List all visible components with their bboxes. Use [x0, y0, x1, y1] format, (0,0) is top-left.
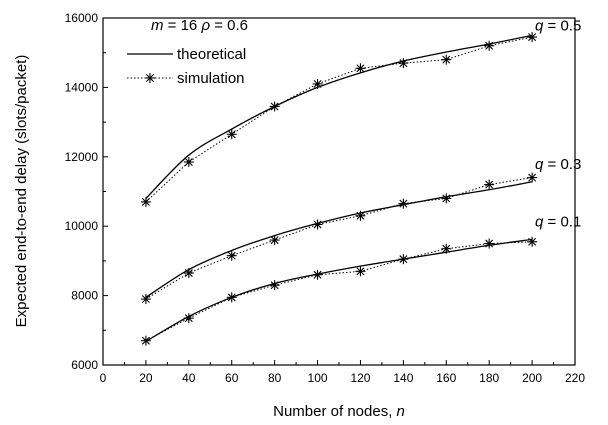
- y-tick-label: 8000: [71, 289, 98, 303]
- simulation-point: [312, 269, 323, 280]
- x-tick-label: 80: [268, 371, 282, 385]
- legend-simulation-star: [145, 73, 155, 83]
- legend-simulation-label: simulation: [177, 70, 245, 87]
- simulation-point: [183, 268, 194, 279]
- legend-theoretical-label: theoretical: [177, 46, 246, 63]
- series-label-var: q: [535, 17, 544, 34]
- x-tick-label: 60: [225, 371, 239, 385]
- simulation-point: [527, 236, 538, 247]
- simulation-point: [226, 250, 237, 261]
- simulation-line-2: [145, 241, 533, 342]
- plot-markers: [140, 32, 538, 346]
- simulation-point: [441, 193, 452, 204]
- x-tick-label: 120: [350, 371, 370, 385]
- legend-simulation-marker: [145, 73, 155, 83]
- simulation-point: [183, 157, 194, 168]
- x-tick-label: 180: [479, 371, 499, 385]
- x-axis-ticks: 0 20 40 60 80 100 120 140 160 180 200 220: [100, 360, 585, 385]
- plot-frame: [102, 17, 576, 366]
- simulation-line-1: [145, 177, 533, 300]
- simulation-point: [398, 58, 409, 69]
- simulation-point: [140, 294, 151, 305]
- simulation-point: [484, 179, 495, 190]
- y-tick-label: 12000: [65, 150, 99, 164]
- simulation-point: [312, 219, 323, 230]
- simulation-point: [441, 54, 452, 65]
- y-tick-label: 16000: [65, 11, 99, 25]
- param-m-var: m: [151, 17, 164, 34]
- x-tick-label: 220: [565, 371, 585, 385]
- theoretical-line-2: [145, 238, 533, 342]
- simulation-point: [183, 313, 194, 324]
- param-rho-value: = 0.6: [210, 17, 248, 34]
- series-label-var: q: [535, 156, 544, 173]
- series-label-1: q = 0.3: [535, 156, 581, 173]
- simulation-point: [269, 235, 280, 246]
- simulation-point: [527, 32, 538, 43]
- param-m-value: = 16: [164, 17, 202, 34]
- y-axis-ticks: 6000 8000 10000 12000 14000 16000: [65, 11, 108, 372]
- x-tick-label: 100: [308, 371, 328, 385]
- series-labels: q = 0.5q = 0.3q = 0.1: [535, 17, 581, 230]
- plot-lines: [145, 34, 533, 342]
- x-tick-label: 140: [393, 371, 413, 385]
- simulation-point: [269, 101, 280, 112]
- x-axis-title-var: n: [397, 403, 405, 420]
- series-label-value: = 0.3: [543, 156, 581, 173]
- series-label-var: q: [535, 213, 544, 230]
- params-annotation: m = 16 ρ = 0.6: [151, 17, 248, 34]
- simulation-point: [355, 63, 366, 74]
- y-tick-label: 10000: [65, 219, 99, 233]
- simulation-point: [140, 335, 151, 346]
- y-axis-title: Expected end-to-end delay (slots/packet): [13, 55, 30, 328]
- simulation-point: [226, 292, 237, 303]
- x-tick-label: 20: [139, 371, 153, 385]
- series-label-value: = 0.1: [543, 213, 581, 230]
- simulation-point: [312, 78, 323, 89]
- simulation-point: [398, 254, 409, 265]
- series-label-0: q = 0.5: [535, 17, 581, 34]
- simulation-point: [398, 198, 409, 209]
- simulation-point: [269, 280, 280, 291]
- simulation-point: [484, 40, 495, 51]
- x-tick-label: 160: [436, 371, 456, 385]
- param-rho-var: ρ: [200, 17, 210, 34]
- legend: theoretical simulation: [127, 46, 246, 87]
- theoretical-line-0: [145, 34, 533, 199]
- series-label-value: = 0.5: [543, 17, 581, 34]
- x-axis-title: Number of nodes, n: [273, 403, 405, 420]
- simulation-line-0: [145, 36, 533, 203]
- x-tick-label: 0: [100, 371, 107, 385]
- simulation-point: [226, 129, 237, 140]
- simulation-point: [527, 172, 538, 183]
- simulation-point: [441, 243, 452, 254]
- simulation-point: [484, 238, 495, 249]
- y-tick-label: 6000: [71, 358, 98, 372]
- x-tick-label: 200: [522, 371, 542, 385]
- theoretical-line-1: [145, 181, 533, 298]
- x-axis-title-text: Number of nodes,: [273, 403, 396, 420]
- simulation-point: [355, 266, 366, 277]
- y-tick-label: 14000: [65, 80, 99, 94]
- simulation-point: [140, 196, 151, 207]
- series-label-2: q = 0.1: [535, 213, 581, 230]
- simulation-point: [355, 210, 366, 221]
- x-tick-label: 40: [182, 371, 196, 385]
